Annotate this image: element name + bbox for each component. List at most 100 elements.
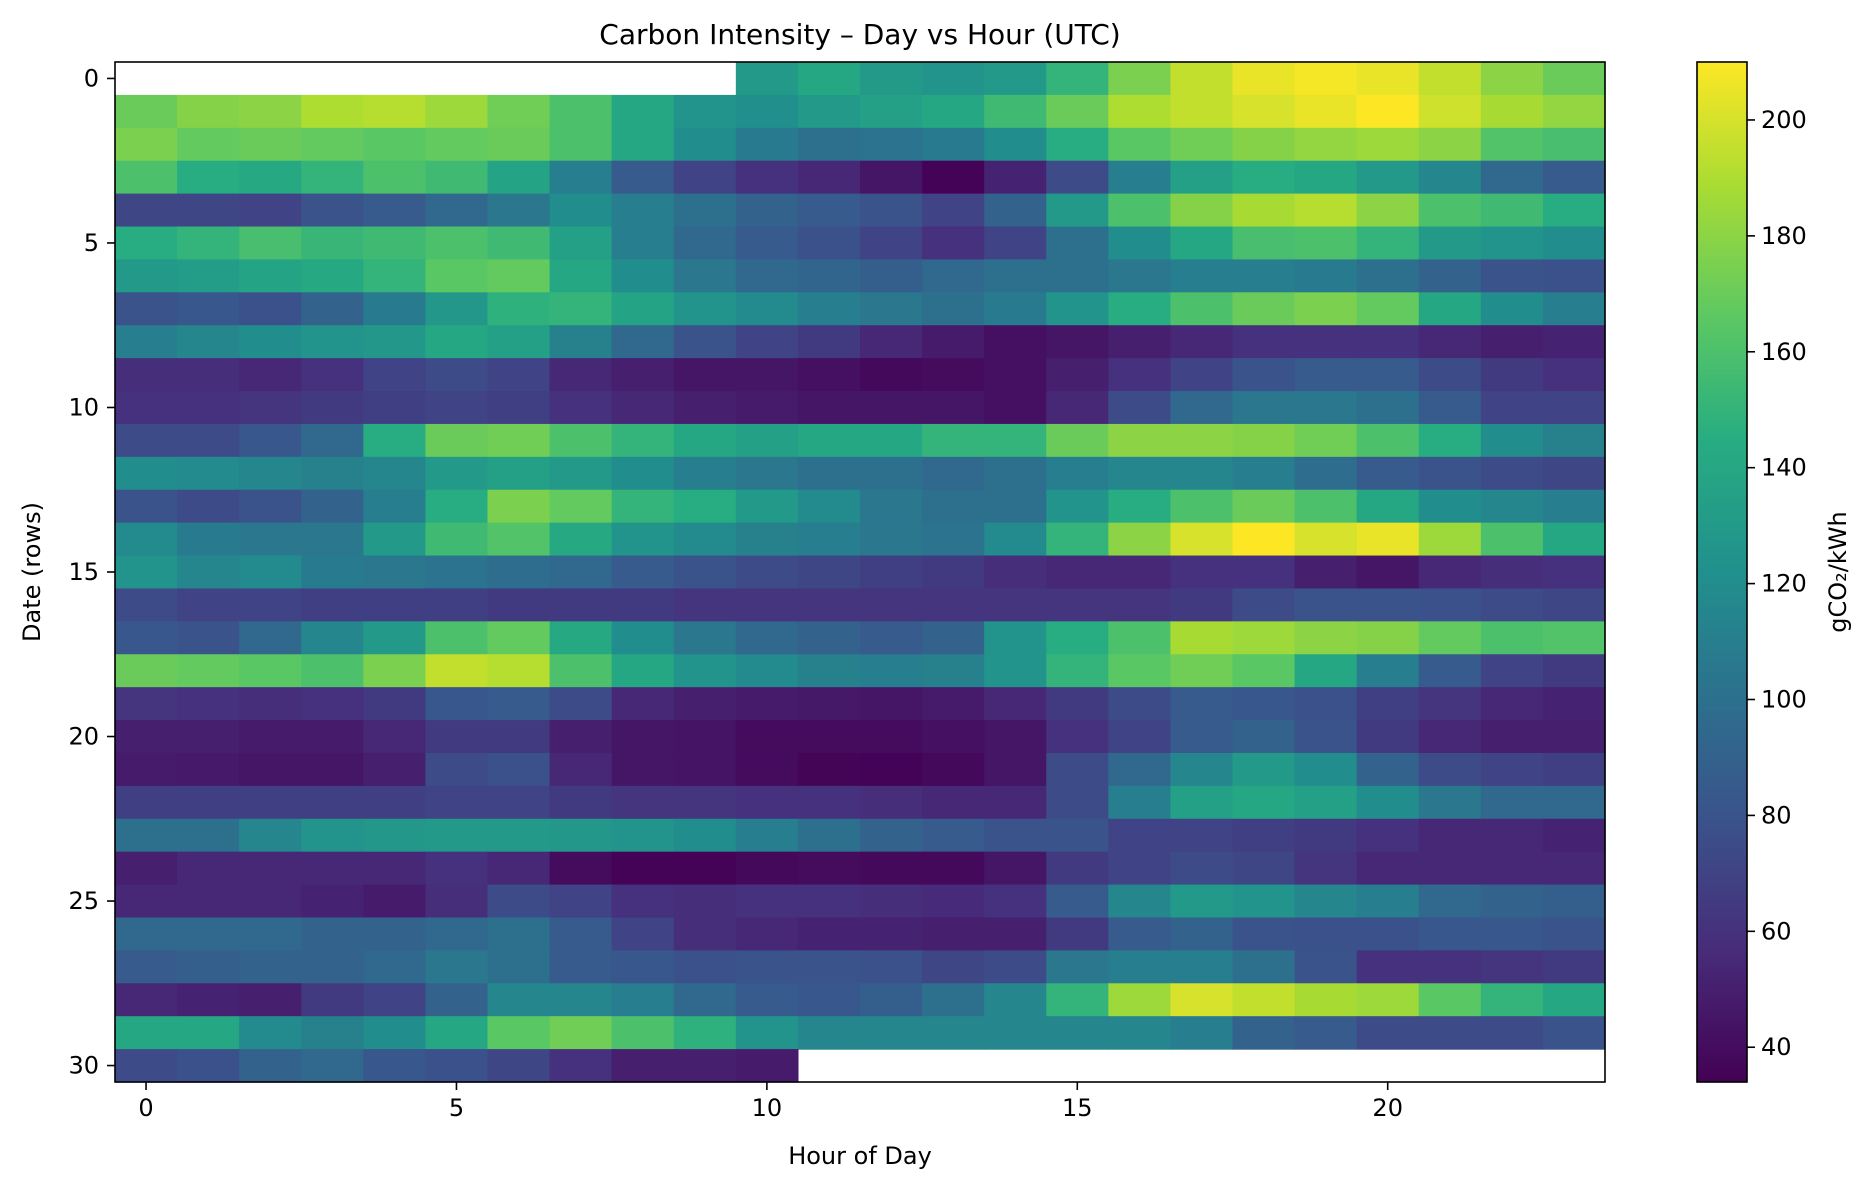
heatmap-cell [1480,950,1544,984]
heatmap-cell [797,127,861,162]
heatmap-cell [1294,1016,1358,1050]
heatmap-cell [1170,884,1234,919]
heatmap-cell [611,423,675,458]
heatmap-cell [860,818,923,853]
heatmap-cell [1232,423,1296,458]
heatmap-cell [115,621,178,655]
heatmap-cell [1108,94,1172,129]
heatmap-cell [1356,62,1420,96]
colorbar-tick-label: 180 [1761,222,1807,250]
heatmap-cell [1232,785,1296,820]
heatmap-cell [1418,292,1482,326]
heatmap-cell [363,720,427,754]
heatmap-cell [1046,884,1109,919]
heatmap-cell [1108,785,1172,820]
heatmap-cell [425,193,489,228]
heatmap-cell [860,555,923,590]
x-tick-label: 10 [752,1094,783,1122]
heatmap-cell [1418,884,1482,919]
heatmap-cell [1542,259,1606,293]
heatmap-cell [860,654,923,688]
heatmap-cell [1480,391,1544,425]
heatmap-cell [1418,489,1482,524]
heatmap-cell [735,94,799,129]
heatmap-cell [177,292,240,326]
heatmap-cell [1108,1016,1172,1050]
heatmap-cell [1294,391,1358,425]
heatmap-cell [673,1049,737,1083]
heatmap-cell [1418,720,1482,754]
heatmap-cell [1356,292,1420,326]
heatmap-cell [549,720,613,754]
heatmap-cell [1170,654,1234,688]
heatmap-cell [1046,62,1109,96]
heatmap-cell [611,555,675,590]
heatmap-cell [1418,687,1482,721]
heatmap-cell [1480,226,1544,261]
heatmap-cell [1294,785,1358,820]
heatmap-cell [487,555,551,590]
heatmap-cell [177,851,240,886]
heatmap-cell [425,621,489,655]
heatmap-cell [735,851,799,886]
heatmap-cell [487,1049,551,1083]
heatmap-cell [1418,785,1482,820]
heatmap-cell [1108,423,1172,458]
heatmap-cell [860,226,923,261]
heatmap-cell [549,292,613,326]
heatmap-cell [1356,785,1420,820]
heatmap-cell [611,489,675,524]
heatmap-cell [549,160,613,195]
heatmap-cell [1046,818,1109,853]
heatmap-cell [177,325,240,359]
heatmap-cell [1356,950,1420,984]
heatmap-cell [1480,1016,1544,1050]
heatmap-cell [1294,851,1358,886]
heatmap-cell [1046,654,1109,688]
heatmap-cell [673,1016,737,1050]
heatmap-cell [1046,259,1109,293]
heatmap-cell [984,720,1047,754]
heatmap-cell [1418,259,1482,293]
heatmap-cell [1480,818,1544,853]
heatmap-cell [487,358,551,392]
heatmap-cell [1542,555,1606,590]
heatmap-cell [1170,127,1234,162]
heatmap-cell [177,555,240,590]
x-axis: 0 5 10 15 20 [138,1082,1403,1122]
heatmap-cell [1108,325,1172,359]
heatmap-cell [735,358,799,392]
heatmap-cell [1480,720,1544,754]
heatmap-grid [115,62,1606,1083]
heatmap-cell [860,259,923,293]
heatmap-cell [425,226,489,261]
heatmap-cell [1542,884,1606,919]
heatmap-cell [984,127,1047,162]
heatmap-cell [363,851,427,886]
y-tick-label: 15 [68,558,99,586]
heatmap-cell [1356,358,1420,392]
heatmap-cell [1170,391,1234,425]
heatmap-cell [549,193,613,228]
heatmap-cell [1356,325,1420,359]
heatmap-cell [1294,94,1358,129]
heatmap-cell [1542,226,1606,261]
heatmap-cell [735,917,799,951]
heatmap-cell [549,127,613,162]
x-axis-label: Hour of Day [788,1142,932,1170]
heatmap-cell [922,752,985,787]
heatmap-cell [1108,818,1172,853]
heatmap-cell [1356,851,1420,886]
heatmap-cell [115,522,178,557]
heatmap-cell [1356,917,1420,951]
heatmap-cell [735,785,799,820]
heatmap-cell [735,752,799,787]
heatmap-cell [1232,62,1296,96]
heatmap-cell [1356,489,1420,524]
heatmap-cell [1418,456,1482,491]
heatmap-cell [1542,1016,1606,1050]
heatmap-cell [239,292,302,326]
heatmap-cell [177,884,240,919]
heatmap-cell [984,292,1047,326]
heatmap-cell [1294,358,1358,392]
